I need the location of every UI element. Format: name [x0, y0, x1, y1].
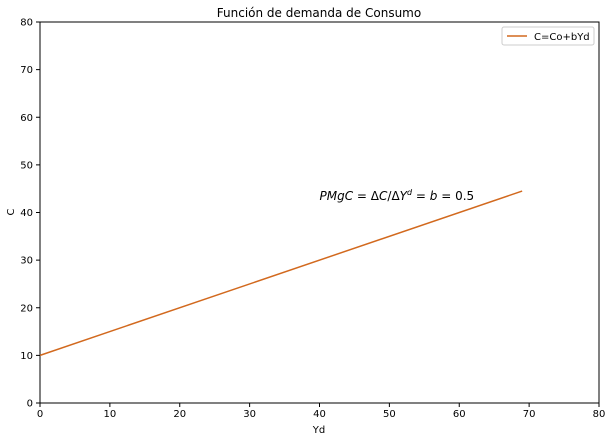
y-tick-label: 60 [20, 113, 33, 124]
y-tick-label: 10 [20, 351, 33, 362]
legend: C=Co+bYd [501, 26, 595, 46]
x-tick-label: 40 [313, 409, 326, 420]
y-tick-label: 70 [20, 65, 33, 76]
plot-area [39, 21, 600, 404]
annot-lhs: PMgC [320, 189, 354, 203]
pmgc-annotation: PMgC = ΔC/ΔYd = b = 0.5 [320, 188, 475, 203]
annot-c: C [379, 189, 388, 203]
legend-label: C=Co+bYd [534, 32, 590, 43]
x-tick-label: 70 [523, 409, 536, 420]
x-tick-label: 20 [173, 409, 186, 420]
annot-delta-y: Δ [391, 189, 400, 203]
annot-eq2: = [412, 189, 430, 203]
x-tick-label: 80 [593, 409, 606, 420]
series-layer [39, 190, 523, 357]
annot-y: Y [400, 189, 409, 203]
annot-superscript: d [407, 188, 413, 197]
chart-title: Función de demanda de Consumo [217, 6, 421, 20]
series-line [39, 190, 523, 357]
annot-eq1: = [353, 189, 371, 203]
annot-slash: / [387, 189, 392, 203]
y-tick-label: 20 [20, 303, 33, 314]
y-axis-ticks: 0 10 20 30 40 50 60 70 80 [20, 18, 40, 410]
x-axis-ticks: 0 10 20 30 40 50 60 70 80 [37, 403, 606, 420]
y-tick-label: 40 [20, 208, 33, 219]
y-axis-label: C [6, 208, 17, 215]
x-tick-label: 0 [37, 409, 43, 420]
x-tick-label: 50 [383, 409, 396, 420]
y-tick-label: 0 [27, 399, 33, 410]
x-tick-label: 60 [453, 409, 466, 420]
x-tick-label: 10 [104, 409, 117, 420]
y-tick-label: 30 [20, 256, 33, 267]
y-tick-label: 50 [20, 160, 33, 171]
annot-delta-c: Δ [371, 189, 380, 203]
y-tick-label: 80 [20, 18, 33, 29]
annot-b: b [430, 189, 438, 203]
x-tick-label: 30 [243, 409, 256, 420]
annot-eq3: = 0.5 [437, 189, 474, 203]
legend-box [501, 26, 595, 46]
x-axis-label: Yd [312, 425, 325, 436]
